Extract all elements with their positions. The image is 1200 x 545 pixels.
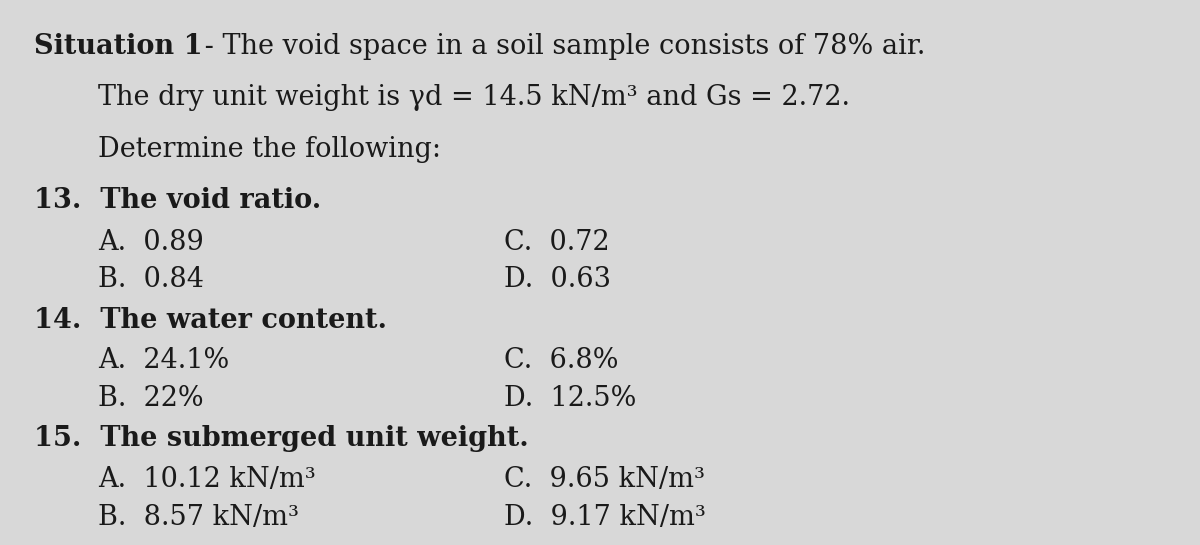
Text: B.  22%: B. 22% <box>98 385 204 411</box>
Text: D.  12.5%: D. 12.5% <box>504 385 636 411</box>
Text: D.  9.17 kN/m³: D. 9.17 kN/m³ <box>504 504 706 530</box>
Text: Situation 1: Situation 1 <box>34 33 203 60</box>
Text: A.  10.12 kN/m³: A. 10.12 kN/m³ <box>98 466 316 493</box>
Text: C.  6.8%: C. 6.8% <box>504 347 618 374</box>
Text: B.  8.57 kN/m³: B. 8.57 kN/m³ <box>98 504 300 530</box>
Text: Determine the following:: Determine the following: <box>98 136 442 163</box>
Text: The dry unit weight is γd = 14.5 kN/m³ and Gs = 2.72.: The dry unit weight is γd = 14.5 kN/m³ a… <box>98 84 851 111</box>
Text: A.  24.1%: A. 24.1% <box>98 347 229 374</box>
Text: B.  0.84: B. 0.84 <box>98 266 204 293</box>
Text: 14.  The water content.: 14. The water content. <box>34 307 386 334</box>
Text: A.  0.89: A. 0.89 <box>98 228 204 256</box>
Text: 15.  The submerged unit weight.: 15. The submerged unit weight. <box>34 426 528 452</box>
Text: C.  9.65 kN/m³: C. 9.65 kN/m³ <box>504 466 706 493</box>
Text: C.  0.72: C. 0.72 <box>504 228 610 256</box>
Text: - The void space in a soil sample consists of 78% air.: - The void space in a soil sample consis… <box>196 33 925 60</box>
Text: 13.  The void ratio.: 13. The void ratio. <box>34 187 320 214</box>
Text: D.  0.63: D. 0.63 <box>504 266 611 293</box>
